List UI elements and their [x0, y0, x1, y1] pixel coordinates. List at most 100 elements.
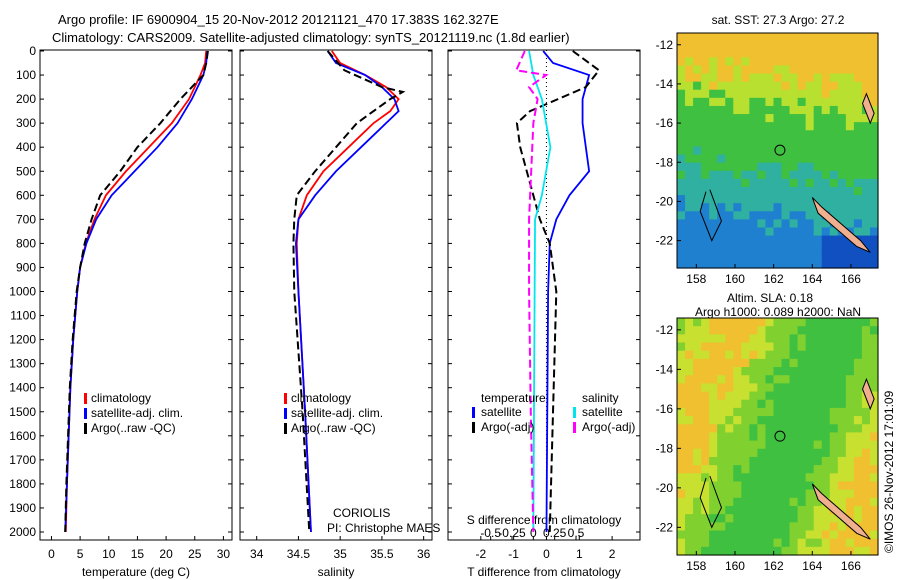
map-cell	[749, 97, 758, 107]
map-cell	[829, 326, 839, 335]
map-cell	[869, 122, 879, 131]
map-cell	[717, 235, 726, 245]
map-cell	[789, 432, 799, 442]
map-cell	[821, 440, 831, 450]
map-cell	[709, 33, 718, 42]
y-tick-label: 1900	[9, 501, 36, 515]
map-cell	[709, 465, 718, 474]
map-cell	[789, 57, 799, 67]
map-cell	[693, 81, 702, 91]
map-cell	[805, 416, 815, 425]
map-cell	[813, 259, 823, 269]
map-cell	[861, 424, 871, 434]
map-cell	[685, 49, 694, 58]
map-cell	[805, 227, 815, 237]
map-cell	[789, 146, 799, 156]
map-cell	[821, 538, 831, 548]
map-cell	[701, 243, 710, 253]
map-cell	[837, 326, 847, 335]
map-cell	[773, 546, 783, 556]
map-cell	[813, 416, 823, 425]
map-cell	[701, 203, 710, 212]
map-cell	[821, 178, 831, 188]
map-cell	[773, 367, 783, 376]
map-cell	[677, 227, 686, 237]
map-cell	[797, 170, 807, 180]
map-cell	[709, 57, 718, 67]
map-cell	[773, 358, 783, 368]
map-cell	[749, 530, 758, 540]
map-cell	[709, 235, 718, 245]
map-cell	[821, 138, 831, 148]
map-cell	[685, 489, 694, 499]
map-cell	[685, 514, 694, 523]
map-cell	[677, 424, 686, 434]
map-cell	[701, 407, 710, 417]
map-cell	[837, 432, 847, 442]
series-line-climatology	[64, 50, 208, 533]
lat-tick-label: -12	[656, 323, 674, 337]
map-cell	[837, 538, 847, 548]
map-cell	[845, 416, 855, 425]
map-cell	[725, 211, 734, 220]
x-tick-label: 0	[48, 547, 55, 561]
map-cell	[741, 375, 750, 384]
map-cell	[741, 219, 750, 229]
map-cell	[725, 350, 734, 360]
map-cell	[773, 489, 783, 499]
map-cell	[869, 33, 879, 42]
map-cell	[797, 489, 807, 499]
map-cell	[725, 432, 734, 442]
map-cell	[709, 41, 718, 50]
map-cell	[789, 195, 799, 204]
map-cell	[725, 546, 734, 556]
y-tick-label: 1700	[9, 453, 36, 467]
map-cell	[853, 243, 863, 253]
map-cell	[741, 259, 750, 269]
map-cell	[757, 318, 767, 327]
map-cell	[805, 130, 815, 139]
map-cell	[797, 391, 807, 401]
map-cell	[677, 407, 686, 417]
map-cell	[765, 522, 775, 532]
map-cell	[869, 456, 879, 466]
map-cell	[685, 41, 694, 50]
map-cell	[837, 211, 847, 220]
map-cell	[781, 546, 791, 556]
map-cell	[693, 326, 702, 335]
map-cell	[869, 505, 879, 515]
map-cell	[701, 227, 710, 237]
map-cell	[717, 473, 726, 483]
map-cell	[749, 243, 758, 253]
map-cell	[733, 546, 742, 556]
map-cell	[749, 203, 758, 212]
credit: ©IMOS 26-Nov-2012 17:01:09	[882, 390, 896, 553]
map-cell	[829, 416, 839, 425]
map-cell	[701, 49, 710, 58]
lon-tick-label: 162	[764, 559, 784, 573]
map-cell	[805, 375, 815, 384]
map-cell	[797, 219, 807, 229]
map-cell	[813, 530, 823, 540]
map-cell	[725, 448, 734, 458]
map-cell	[733, 203, 742, 212]
map-cell	[813, 195, 823, 204]
map-cell	[765, 350, 775, 360]
map-cell	[805, 465, 815, 474]
map-cell	[741, 318, 750, 327]
map-cell	[797, 211, 807, 220]
map-cell	[741, 170, 750, 180]
map-cell	[701, 391, 710, 401]
map-cell	[709, 505, 718, 515]
map-cell	[749, 49, 758, 58]
map-cell	[701, 114, 710, 123]
map-cell	[845, 440, 855, 450]
map-cell	[821, 114, 831, 123]
map-cell	[869, 81, 879, 91]
map-cell	[717, 350, 726, 360]
map-cell	[725, 219, 734, 229]
map-cell	[757, 326, 767, 335]
map-cell	[781, 432, 791, 442]
lon-tick-label: 158	[686, 559, 706, 573]
map-cell	[757, 195, 767, 204]
